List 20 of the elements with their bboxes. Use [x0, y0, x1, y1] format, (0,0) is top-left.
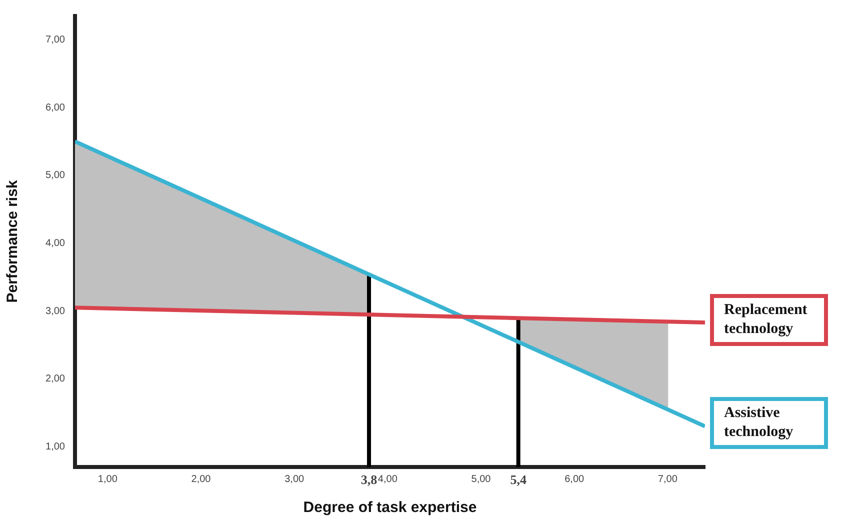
y-axis-title: Performance risk: [4, 180, 22, 303]
x-tick-label: 5,4: [510, 472, 527, 488]
y-tick-label: 2,00: [46, 374, 66, 385]
y-tick-label: 3,00: [46, 306, 66, 317]
y-tick-label: 6,00: [46, 102, 66, 114]
x-tick-label: 2,00: [191, 474, 212, 485]
y-tick-label: 1,00: [46, 441, 66, 452]
y-tick-label: 5,00: [46, 170, 66, 182]
x-tick-label: 7,00: [658, 474, 678, 485]
y-tick-label: 7,00: [46, 34, 66, 46]
x-tick-label: 6,00: [564, 474, 584, 485]
x-tick-label: 3,8: [360, 472, 378, 488]
y-tick-label: 4,00: [46, 238, 66, 249]
series-label: Replacement technology: [724, 301, 808, 339]
x-axis-title: Degree of task expertise: [303, 499, 477, 516]
series-label: Assistive technology: [724, 404, 794, 442]
x-tick-label: 5,00: [471, 474, 492, 485]
x-tick-label: 1,00: [98, 474, 118, 485]
x-tick-label: 3,00: [284, 474, 304, 485]
x-tick-label: 4,00: [378, 474, 398, 485]
